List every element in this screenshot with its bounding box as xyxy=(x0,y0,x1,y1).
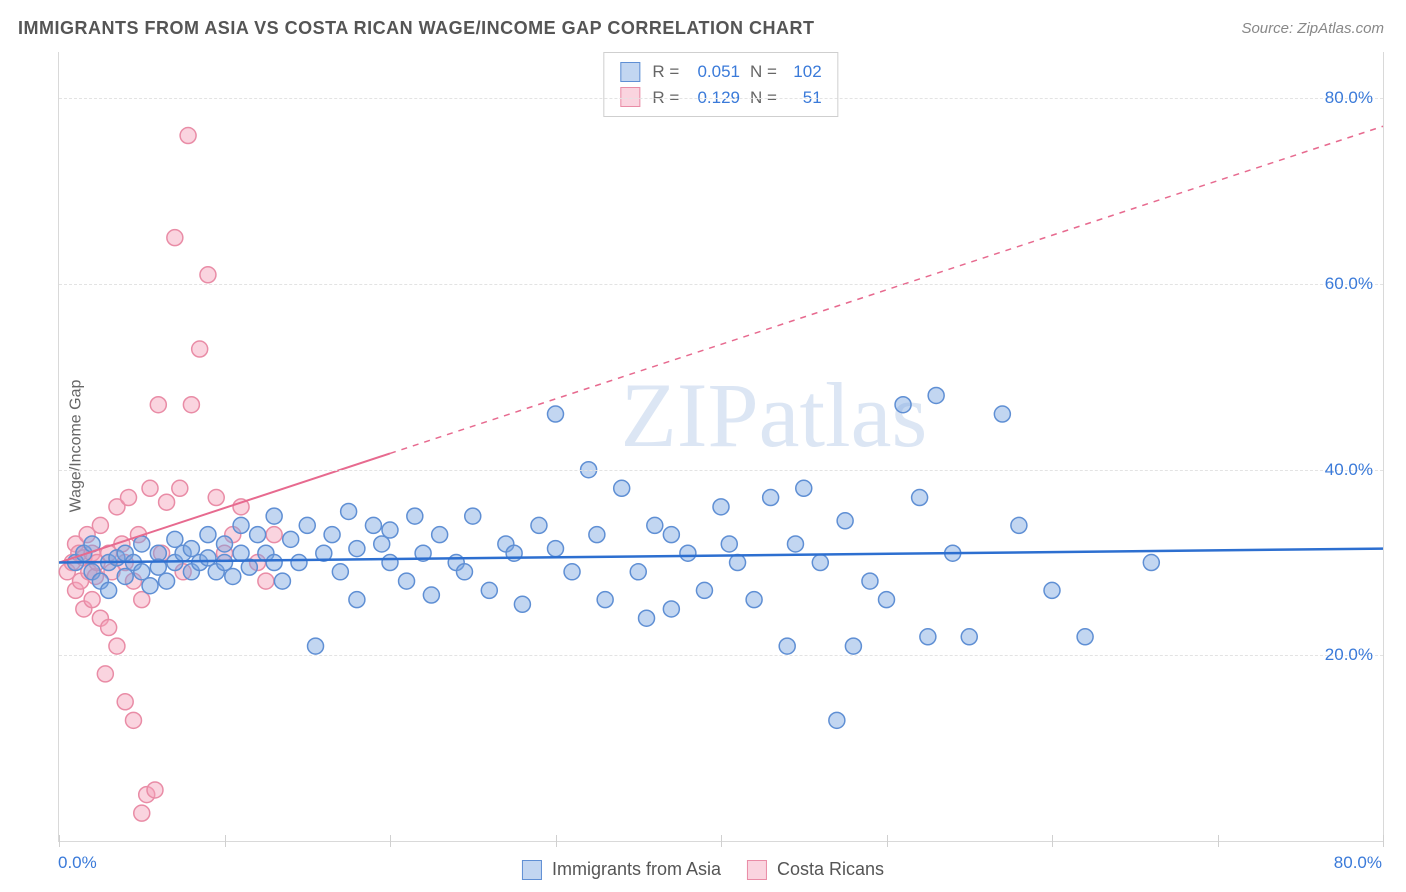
x-tick xyxy=(1052,835,1053,847)
chart-title: IMMIGRANTS FROM ASIA VS COSTA RICAN WAGE… xyxy=(18,18,815,39)
x-tick xyxy=(887,835,888,847)
gridline xyxy=(59,98,1383,99)
legend-row-asia: R = 0.051 N = 102 xyxy=(620,59,821,85)
x-tick xyxy=(1383,835,1384,847)
y-tick-label: 80.0% xyxy=(1325,88,1373,108)
gridline xyxy=(59,655,1383,656)
x-axis-min-label: 0.0% xyxy=(58,853,97,873)
y-tick-label: 20.0% xyxy=(1325,645,1373,665)
scatter-svg xyxy=(59,52,1383,841)
x-tick xyxy=(59,835,60,847)
swatch-cr-bottom xyxy=(747,860,767,880)
legend-row-cr: R = 0.129 N = 51 xyxy=(620,85,821,111)
x-tick xyxy=(556,835,557,847)
x-axis-max-label: 80.0% xyxy=(1334,853,1382,873)
source-attribution: Source: ZipAtlas.com xyxy=(1241,20,1384,37)
series-legend: Immigrants from Asia Costa Ricans xyxy=(522,859,884,880)
y-tick-label: 60.0% xyxy=(1325,274,1373,294)
chart-plot-area: ZIPatlas R = 0.051 N = 102 R = 0.129 N =… xyxy=(58,52,1384,842)
gridline xyxy=(59,470,1383,471)
y-tick-label: 40.0% xyxy=(1325,460,1373,480)
swatch-cr xyxy=(620,87,640,107)
swatch-asia xyxy=(620,62,640,82)
legend-item-cr: Costa Ricans xyxy=(747,859,884,880)
gridline xyxy=(59,284,1383,285)
swatch-asia-bottom xyxy=(522,860,542,880)
x-tick xyxy=(721,835,722,847)
x-tick xyxy=(390,835,391,847)
x-tick xyxy=(225,835,226,847)
correlation-legend: R = 0.051 N = 102 R = 0.129 N = 51 xyxy=(603,52,838,117)
legend-item-asia: Immigrants from Asia xyxy=(522,859,721,880)
x-tick xyxy=(1218,835,1219,847)
